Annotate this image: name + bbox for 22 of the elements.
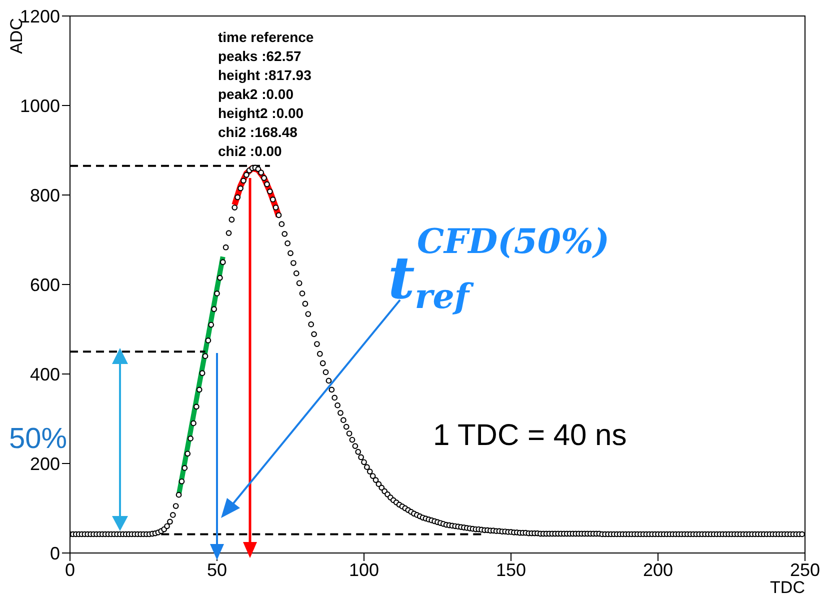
annotation: chi2 :168.48 (218, 124, 298, 140)
y-tick-label: 1000 (20, 96, 60, 116)
annotation: height :817.93 (218, 67, 312, 83)
annotation: chi2 :0.00 (218, 143, 282, 159)
annotation: height2 :0.00 (218, 105, 304, 121)
x-axis-title: TDC (770, 578, 805, 597)
y-tick-label: 800 (30, 185, 60, 206)
annotation: 1 TDC = 40 ns (433, 419, 627, 452)
y-tick-label: 400 (30, 364, 60, 384)
x-tick-label: 250 (790, 560, 820, 580)
annotation: peak2 :0.00 (218, 86, 294, 102)
x-tick-label: 150 (496, 560, 526, 580)
annotation: peaks :62.57 (218, 48, 302, 64)
annotation: time reference (218, 29, 314, 45)
y-tick-label: 0 (50, 543, 60, 564)
y-tick-label: 600 (30, 274, 60, 295)
x-tick-label: 50 (206, 560, 228, 580)
x-tick-label: 200 (642, 560, 674, 580)
text: 50% (9, 423, 68, 455)
x-tick-label: 0 (64, 560, 76, 580)
y-tick-label: 200 (30, 454, 60, 474)
x-tick-label: 100 (348, 560, 380, 580)
